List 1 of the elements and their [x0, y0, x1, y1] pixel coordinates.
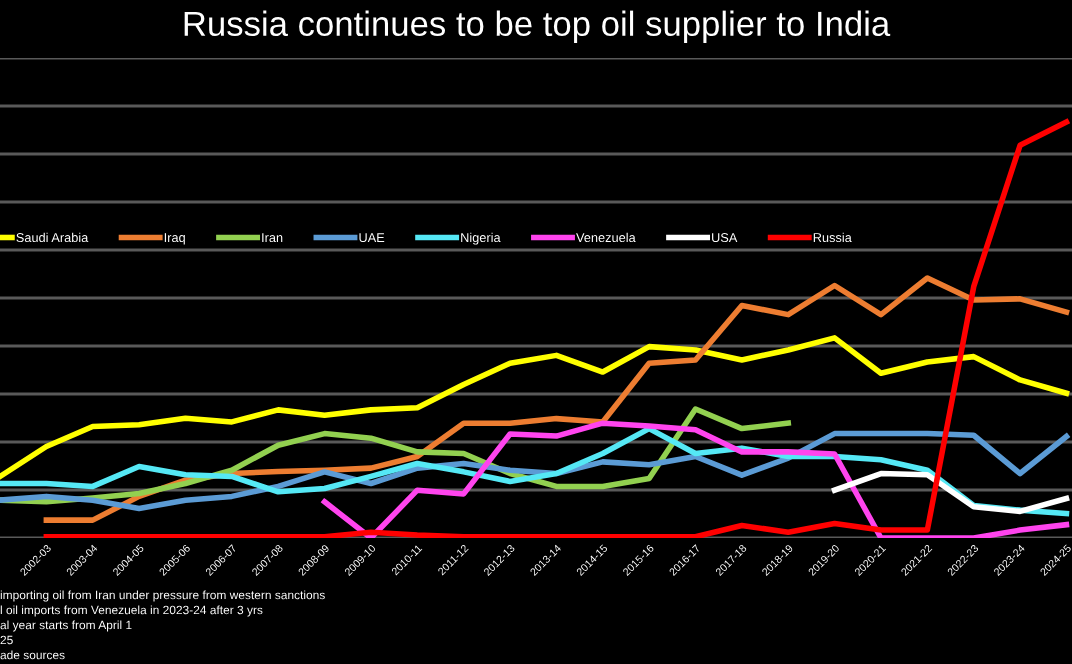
chart-title: Russia continues to be top oil supplier to India — [184, 10, 891, 43]
